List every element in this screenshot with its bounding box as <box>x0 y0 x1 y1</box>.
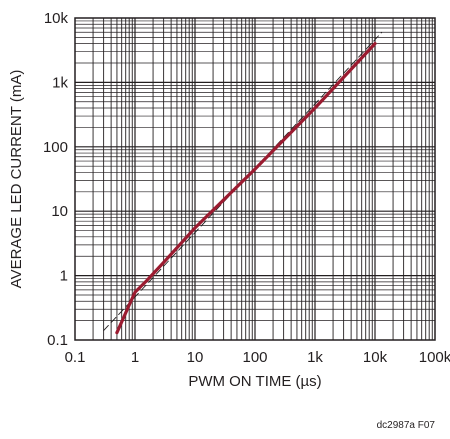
x-tick-label: 100 <box>242 349 267 366</box>
x-tick-label: 0.1 <box>65 349 86 366</box>
y-tick-label: 100 <box>43 139 68 156</box>
y-tick-label: 1 <box>60 268 68 285</box>
y-tick-label: 0.1 <box>47 332 68 349</box>
led-current-curve <box>115 41 377 335</box>
grid <box>75 18 435 340</box>
y-tick-label: 10 <box>51 203 68 220</box>
figure-id-footnote: dc2987a F07 <box>377 420 436 431</box>
y-tick-label: 10k <box>44 10 69 27</box>
x-tick-label: 10k <box>363 349 388 366</box>
x-axis-title: PWM ON TIME (µs) <box>188 373 321 390</box>
series-layer <box>103 31 383 335</box>
x-tick-label: 1k <box>307 349 323 366</box>
plot-frame <box>74 17 436 341</box>
tick-labels: 0.1 1 10 100 1k 10k 100k 0.1 1 10 100 1k 10k <box>43 10 450 366</box>
x-tick-label: 100k <box>419 349 450 366</box>
y-tick-label: 1k <box>52 74 68 91</box>
y-axis-title: AVERAGE LED CURRENT (mA) <box>8 70 25 289</box>
x-tick-label: 1 <box>131 349 139 366</box>
x-tick-label: 10 <box>187 349 204 366</box>
